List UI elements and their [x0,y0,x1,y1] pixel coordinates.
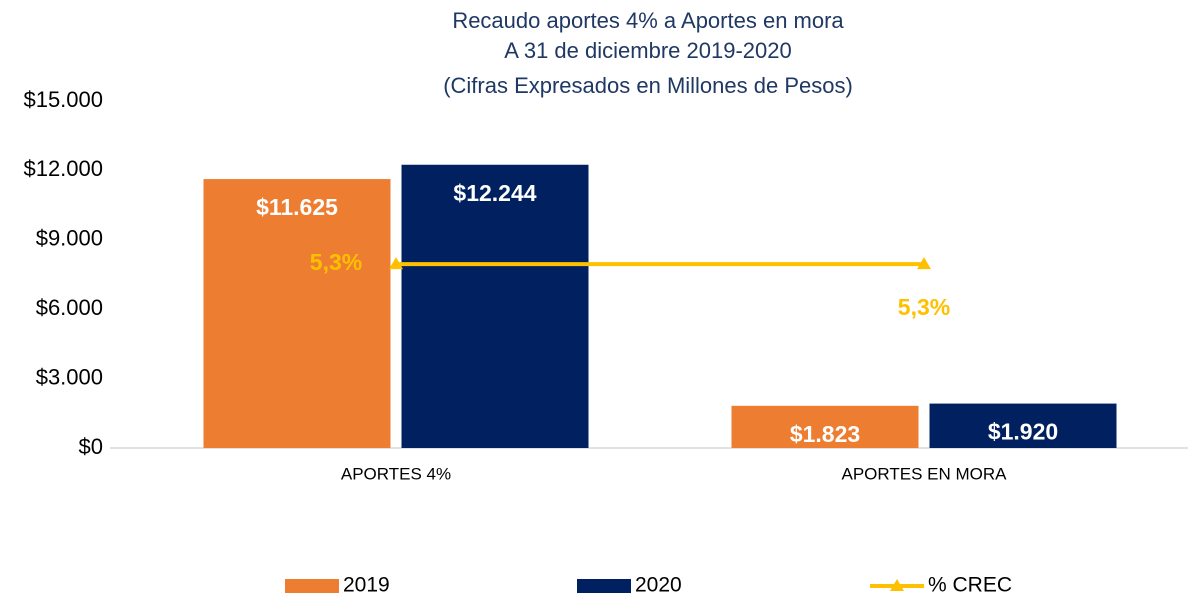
x-tick-label: APORTES 4% [341,464,451,483]
data-label: $12.244 [453,180,536,206]
y-tick-label: $0 [79,434,103,459]
y-tick-label: $3.000 [36,364,103,389]
bar [731,405,919,448]
y-tick-label: $9.000 [36,226,103,251]
chart-title: Recaudo aportes 4% a Aportes en mora [452,8,844,33]
data-label: 5,3% [898,294,950,320]
data-label: 5,3% [310,249,362,275]
chart-title: (Cifras Expresados en Millones de Pesos) [443,73,853,98]
legend-label: % CREC [928,574,1012,597]
x-tick-label: APORTES EN MORA [842,464,1008,483]
legend-label: 2020 [635,574,682,597]
data-label: $11.625 [256,194,338,220]
data-label: $1.920 [988,419,1058,445]
legend-marker [890,579,904,591]
y-tick-label: $15.000 [23,87,103,112]
y-tick-label: $6.000 [36,295,103,320]
bar [929,403,1117,448]
data-label: $1.823 [790,421,860,447]
line-marker [917,257,931,270]
line-marker [389,257,403,270]
legend-swatch [285,579,339,593]
legend-swatch [577,579,631,593]
chart-title: A 31 de diciembre 2019-2020 [504,38,791,63]
bar [203,179,391,448]
legend-label: 2019 [343,574,390,597]
bar [401,164,589,448]
y-tick-label: $12.000 [23,156,103,181]
